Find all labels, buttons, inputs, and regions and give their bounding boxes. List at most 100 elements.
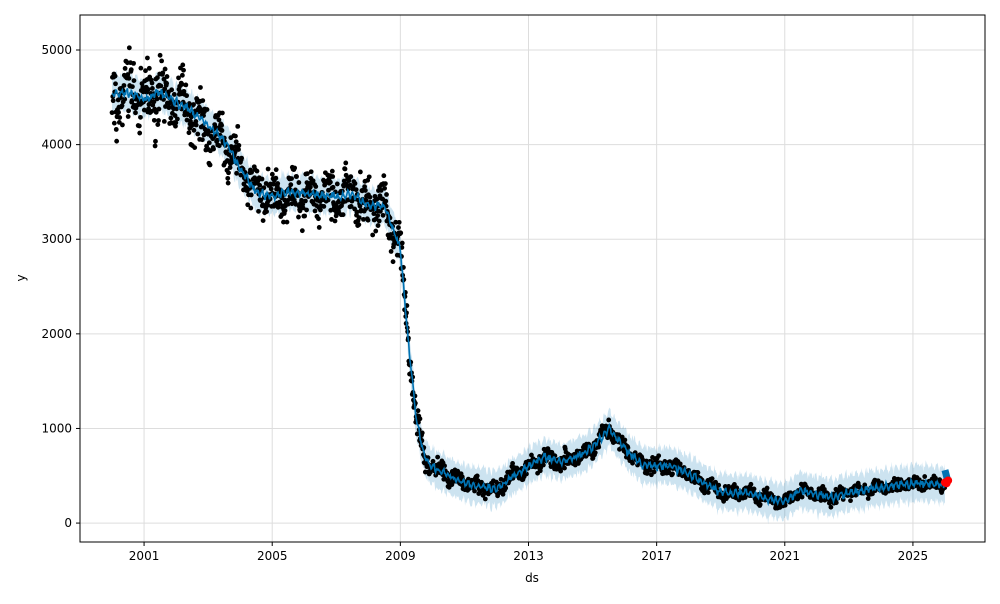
observed-point [125,114,131,119]
observed-point [169,87,175,93]
observed-point [219,110,225,116]
observed-point [656,453,662,459]
observed-point [206,140,212,146]
observed-point [341,178,347,184]
observed-point [362,188,368,193]
y-tick-label: 4000 [41,138,72,152]
observed-point [670,471,675,477]
observed-point [126,75,132,81]
observed-point [226,170,231,176]
observed-point [376,218,382,224]
plot-frame [79,14,986,543]
observed-point [109,110,115,116]
observed-point [254,168,260,174]
observed-point [116,110,121,115]
observed-point [128,67,134,73]
observed-point [136,123,142,129]
observed-point [381,173,387,179]
observed-point [110,98,116,104]
observed-point [382,181,388,187]
observed-point [356,215,362,220]
observed-point [145,87,151,92]
observed-point [249,169,254,175]
observed-point [146,65,152,71]
observed-point [419,430,425,436]
observed-point [302,213,308,219]
observed-point [248,205,254,211]
observed-point [396,219,402,225]
observed-point [540,462,546,468]
observed-point [300,202,306,207]
observed-point [284,219,290,225]
observed-point [238,172,244,178]
observed-point [171,92,177,97]
observed-point [219,128,225,133]
observed-point [296,214,301,220]
observed-point [875,478,881,484]
observed-point [131,78,137,83]
observed-point [122,66,128,71]
observed-point [370,232,376,238]
observed-point [239,155,244,161]
observed-point [384,192,389,197]
observed-point [330,184,336,190]
observed-point [195,131,201,137]
observed-point [329,168,335,174]
observed-point [317,207,323,213]
observed-point [216,117,222,123]
observed-point [732,482,737,487]
observed-point [292,165,298,171]
observed-point [870,491,875,497]
observed-point [158,83,164,89]
observed-point [180,62,186,68]
observed-point [161,119,167,124]
observed-point [713,479,718,485]
observed-point [692,480,698,485]
x-tick-label: 2017 [641,549,672,563]
observed-point [316,225,322,230]
observed-point [363,197,369,203]
yhat-line [111,87,946,507]
observed-point [348,174,354,180]
observed-point [164,81,170,86]
observed-point [828,504,834,510]
observed-point [937,477,943,483]
observed-point [264,209,269,214]
observed-point [186,130,192,136]
observed-point [622,437,628,443]
observed-point [356,222,362,228]
observed-point [308,169,314,175]
observed-point [285,201,291,207]
observed-point [207,162,213,168]
observed-point [310,178,316,184]
observed-point [117,115,123,120]
observed-point [933,475,938,481]
observed-point [200,98,206,104]
observed-point [236,147,241,152]
observed-point [375,213,381,218]
observed-point [757,502,763,507]
observed-point [415,408,421,414]
observed-point [562,465,567,471]
observed-point [191,127,197,133]
uncertainty-interval [112,69,945,525]
observed-point [258,197,264,203]
observed-point [312,208,318,214]
observed-point [294,174,299,179]
observed-point [268,186,274,192]
observed-point [313,184,319,189]
observed-point [366,174,372,180]
observed-point [357,203,363,209]
observed-point [112,73,118,79]
uncertainty-band [112,69,945,525]
observed-point [183,82,189,88]
observed-point [352,181,358,186]
observed-point [113,127,119,132]
observed-point [373,228,379,234]
observed-point [234,170,239,176]
observed-point [764,485,770,491]
observed-point [380,212,386,218]
y-tick-label: 5000 [41,43,72,57]
observed-point [709,476,715,482]
observed-point [316,216,321,222]
